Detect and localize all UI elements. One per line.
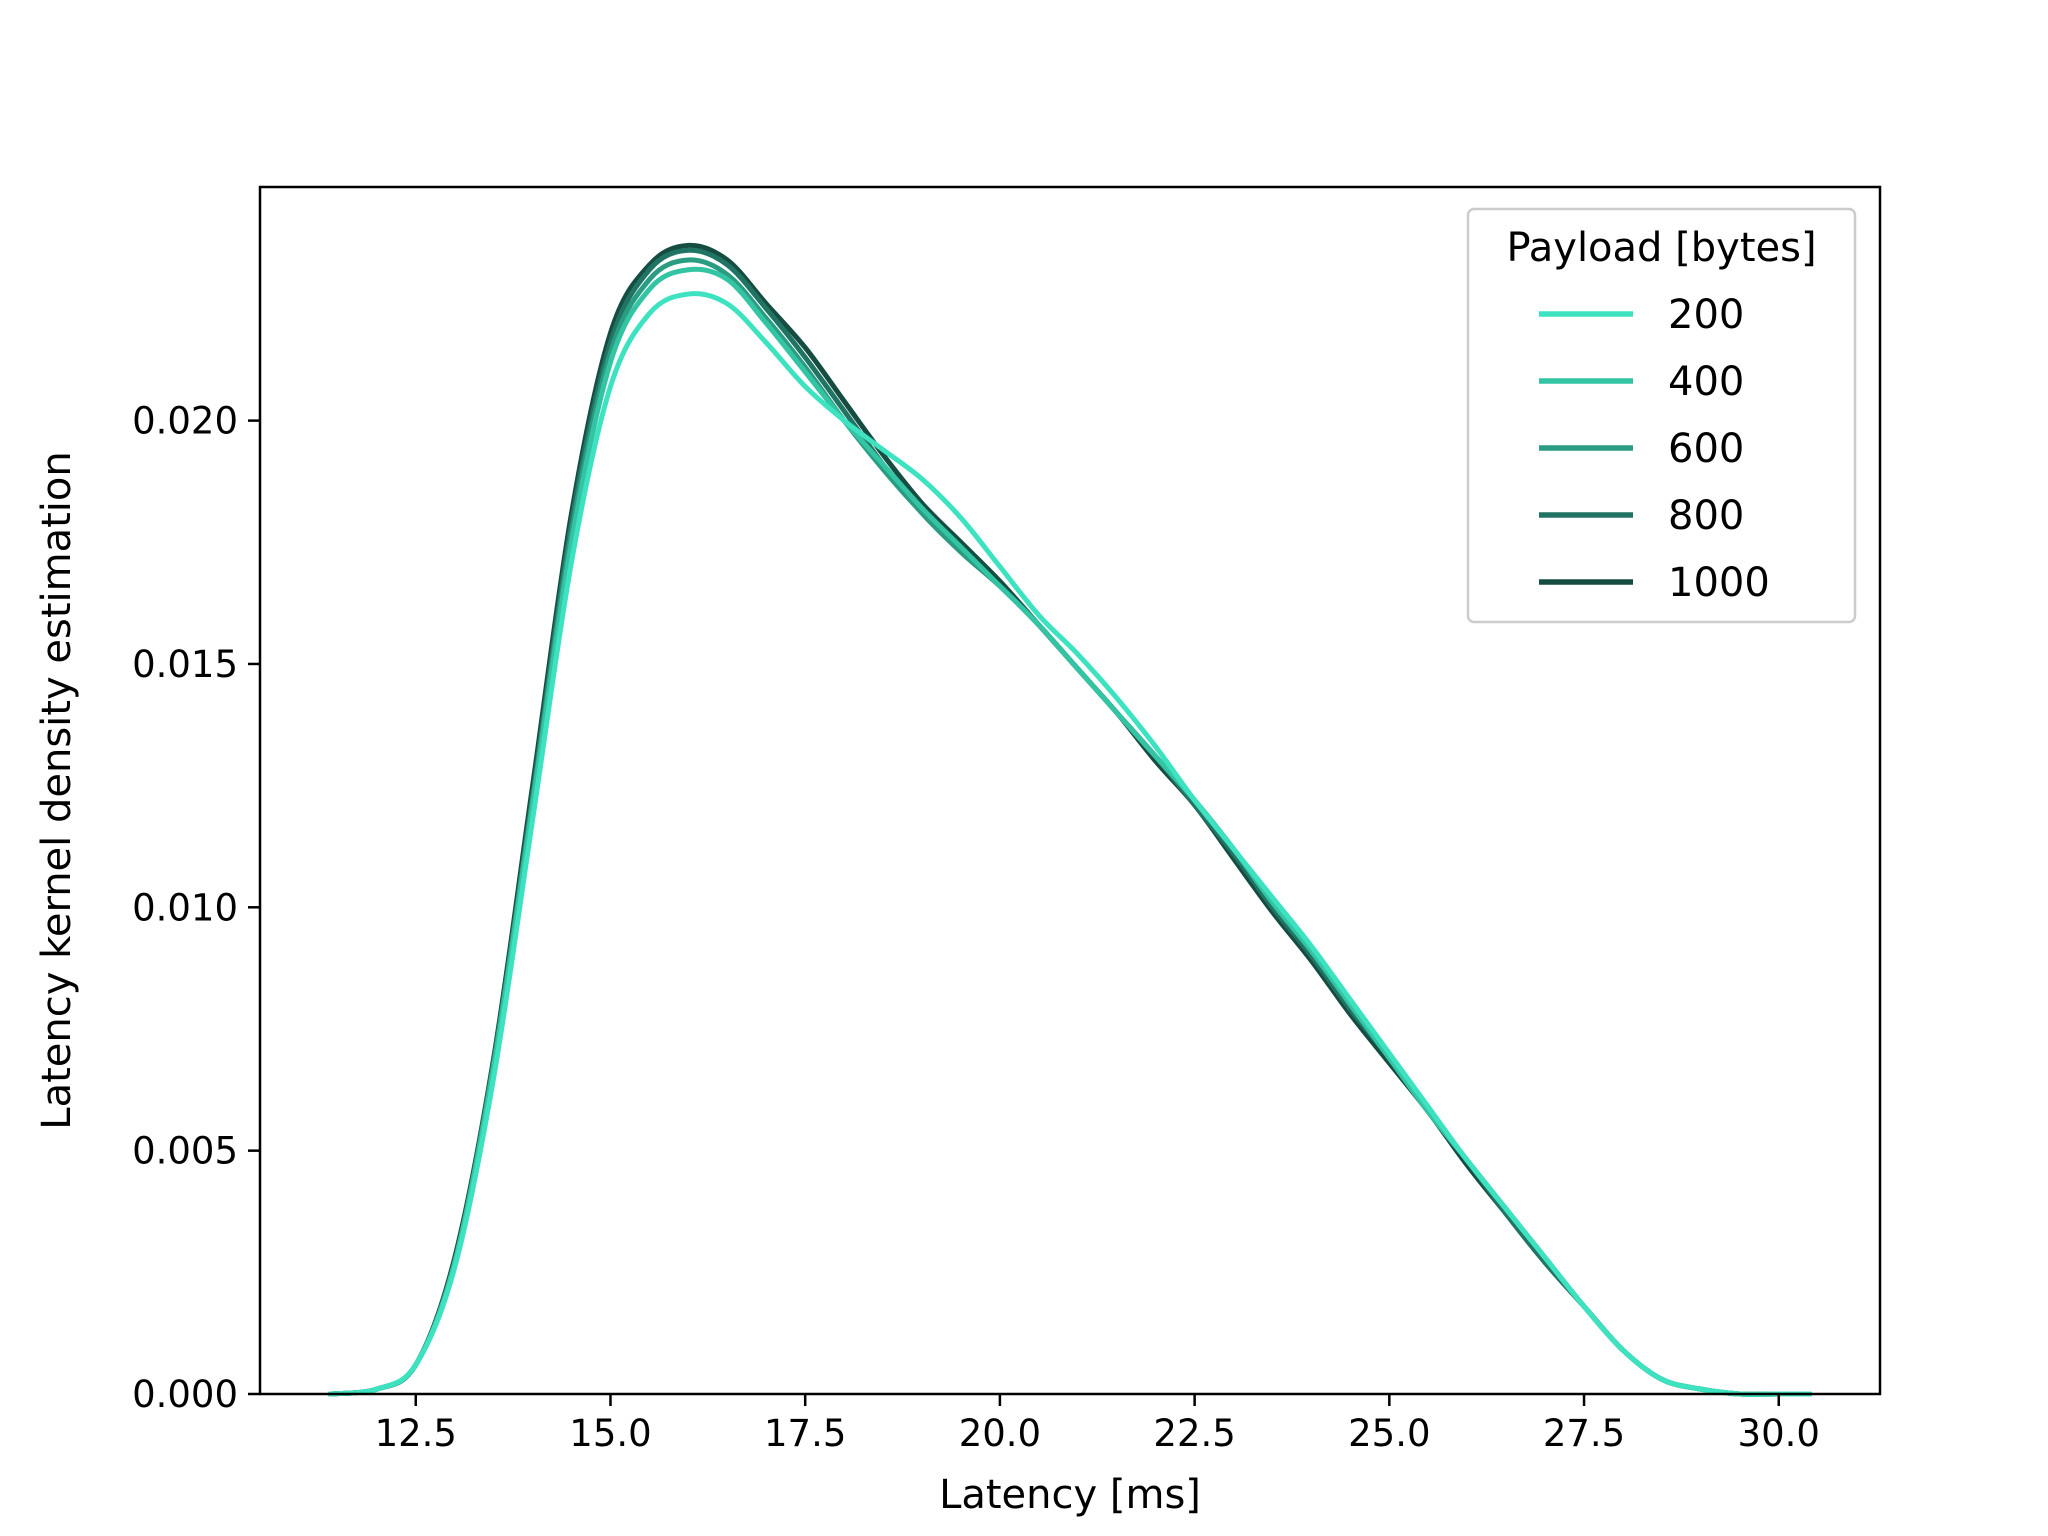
legend-label-400: 400 (1668, 359, 1744, 405)
y-tick-label: 0.005 (132, 1130, 238, 1173)
x-axis: 12.5 15.0 17.5 20.0 22.5 25.0 27.5 30.0 (375, 1394, 1820, 1455)
plot-frame (258, 185, 1882, 1396)
y-tick-label: 0.015 (132, 643, 238, 686)
y-tick-label: 0.010 (132, 886, 238, 929)
x-tick-label: 30.0 (1738, 1412, 1820, 1455)
legend-title: Payload [bytes] (1506, 225, 1816, 271)
x-tick-label: 12.5 (375, 1412, 457, 1455)
legend-label-800: 800 (1668, 493, 1744, 539)
y-tick-label: 0.000 (132, 1373, 238, 1416)
x-axis-label: Latency [ms] (939, 1472, 1201, 1518)
y-tick-label: 0.020 (132, 400, 238, 443)
legend-label-200: 200 (1668, 292, 1744, 338)
x-tick-label: 17.5 (764, 1412, 846, 1455)
y-axis-label: Latency kernel density estimation (34, 451, 80, 1129)
legend: Payload [bytes] 200 400 600 800 1000 (1466, 207, 1857, 624)
x-tick-label: 25.0 (1348, 1412, 1430, 1455)
x-tick-label: 20.0 (959, 1412, 1041, 1455)
x-tick-label: 15.0 (569, 1412, 651, 1455)
y-axis: 0.000 0.005 0.010 0.015 0.020 (132, 400, 260, 1416)
series-layer (327, 242, 1813, 1397)
x-tick-label: 27.5 (1543, 1412, 1625, 1455)
legend-label-600: 600 (1668, 426, 1744, 472)
legend-label-1000: 1000 (1668, 560, 1770, 606)
x-tick-label: 22.5 (1153, 1412, 1235, 1455)
series-line-200 (327, 291, 1813, 1397)
